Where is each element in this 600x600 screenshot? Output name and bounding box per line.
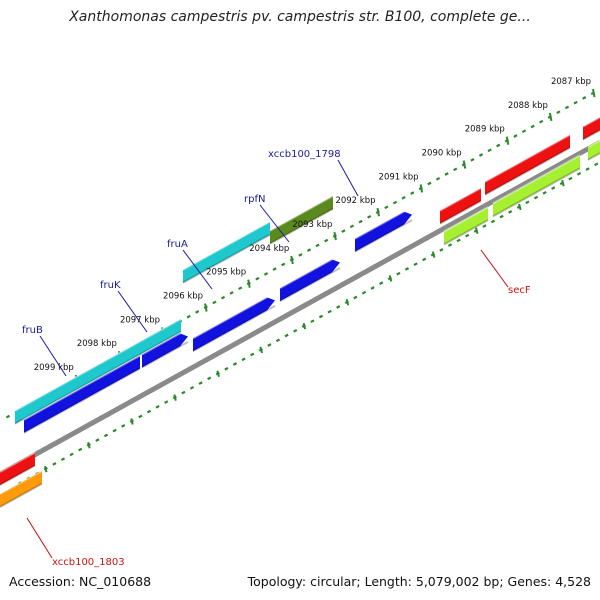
kbp-tick-label: 2092 kbp [335,196,375,206]
kbp-tick-label: 2091 kbp [379,172,419,182]
gene-lime-2[interactable] [492,154,581,218]
gene-fruB[interactable] [14,318,182,425]
kbp-tick-label: 2097 kbp [120,315,160,325]
kbp-tick-label: 2087 kbp [551,77,591,87]
ruler-tick [130,418,134,425]
ruler-tick [376,208,380,217]
ruler-tick [419,184,424,193]
ruler-tick [561,179,565,187]
genome-backbone [0,140,600,477]
ruler-tick [259,346,263,354]
ruler-tick [204,303,208,312]
gene-label-text: secF [508,285,531,296]
gene-red-left[interactable] [0,451,36,486]
leader-line [480,249,509,288]
gene-label-fruK: fruK [100,280,148,333]
ruler-tick [290,255,294,265]
ruler-tick [518,203,522,211]
kbp-labels: 2087 kbp 2088 kbp 2089 kbp 2090 kbp 2091 kbp… [34,77,591,373]
gene-rpfN[interactable] [269,194,334,245]
gene-label-text: rpfN [244,194,265,205]
gene-blue-3[interactable] [192,292,276,353]
leader-line [259,204,290,243]
kbp-tick-label: 2096 kbp [163,292,203,302]
ruler-tick [592,88,596,98]
gene-labels: fruB fruK fruA rpfN xccb100_1798 secF xccb100_… [22,149,531,568]
leader-line [117,290,148,333]
gene-label-rpfN: rpfN [244,194,290,243]
gene-blue-1[interactable] [23,354,141,434]
kbp-tick-label: 2095 kbp [206,268,246,278]
gene-fruA[interactable] [182,220,271,284]
kbp-tick-label: 2093 kbp [292,220,332,230]
gene-fruK[interactable] [141,328,189,369]
ruler-tick [87,442,91,449]
gene-red-3[interactable] [582,116,600,141]
ruler-tick [247,279,251,288]
kbp-tick-label: 2088 kbp [508,101,548,111]
ruler-tick [333,231,337,241]
kbp-tick-label: 2099 kbp [34,363,74,373]
outer-ruler-ticks [44,88,596,473]
map-title: Xanthomonas campestris pv. campestris st… [69,9,531,25]
kbp-tick-label: 2089 kbp [465,125,505,135]
gene-features[interactable] [0,116,600,508]
ruler-tick [388,275,393,282]
gene-xccb100_1798[interactable] [354,206,413,253]
ruler-tick [462,160,467,169]
leader-line [39,335,67,377]
gene-red-1[interactable] [439,187,482,225]
genome-summary-text: Topology: circular; Length: 5,079,002 bp… [247,574,591,589]
ruler-tick [505,136,510,145]
gene-label-text: fruB [22,325,43,336]
gene-label-xccb100_1798: xccb100_1798 [268,149,359,197]
ruler-tick [302,322,307,330]
ruler-tick [431,251,436,258]
gene-label-text: fruK [100,280,121,291]
ruler-tick [345,299,350,306]
ruler-tick [548,112,553,122]
kbp-tick-label: 2090 kbp [422,149,462,159]
gene-label-text: fruA [167,239,188,250]
kbp-tick-label: 2094 kbp [249,244,289,254]
kbp-tick-label: 2098 kbp [77,339,117,349]
ruler-tick [216,370,220,378]
gene-lime-3[interactable] [587,139,600,161]
backbone-line [0,140,600,477]
accession-text: Accession: NC_010688 [9,574,152,589]
leader-line [26,517,53,559]
gene-label-text: xccb100_1803 [52,557,125,568]
gene-label-fruB: fruB [22,325,67,377]
gene-xccb100_1803[interactable] [0,469,43,508]
ruler-tick [44,465,48,473]
gene-blue-4[interactable] [279,254,341,303]
gene-label-xccb100_1803: xccb100_1803 [26,517,125,568]
ruler-tick [173,394,177,401]
gene-lime-1[interactable] [443,206,489,246]
gene-label-secF: secF [480,249,531,296]
leader-line [337,159,359,197]
leader-line [182,249,213,290]
gene-label-text: xccb100_1798 [268,149,341,160]
ruler-tick [475,227,479,235]
gene-label-fruA: fruA [167,239,213,290]
gene-secF[interactable] [484,133,571,196]
